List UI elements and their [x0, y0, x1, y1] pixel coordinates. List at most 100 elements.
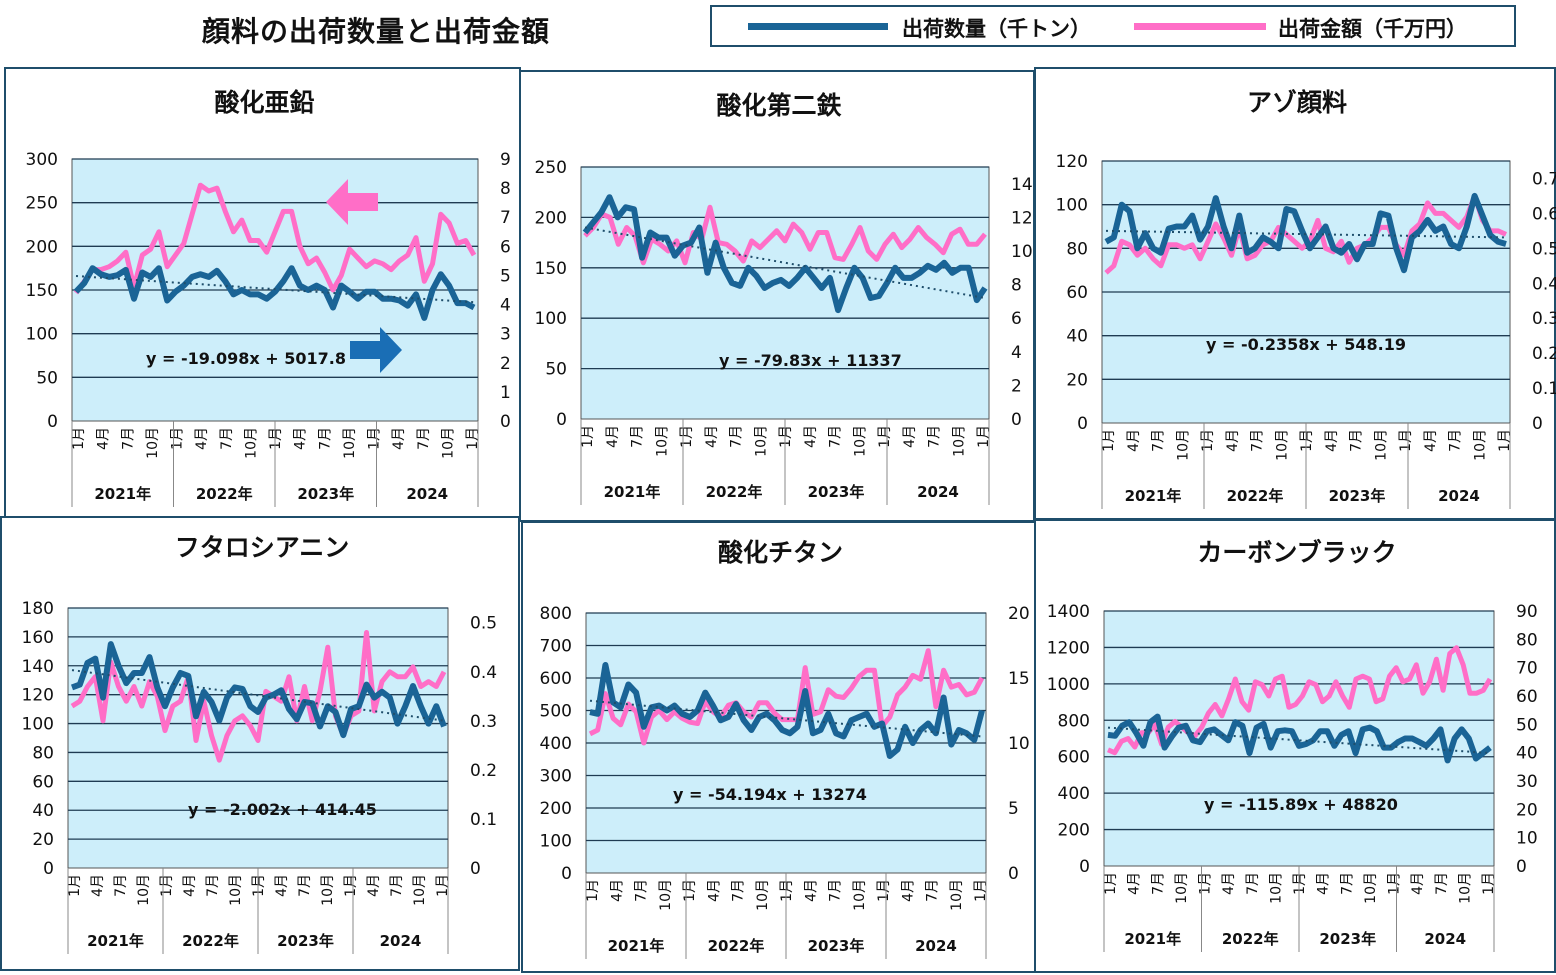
quantity-series-line	[73, 265, 476, 321]
y-right-tick-label: 20	[1008, 604, 1030, 624]
y-right-tick-label: 8	[1011, 276, 1022, 296]
y-right-tick-label: 0.1	[1532, 379, 1556, 399]
x-month-label: 1月	[585, 879, 601, 902]
y-left-tick-label: 100	[540, 832, 572, 852]
x-month-label: 7月	[828, 879, 844, 902]
y-left-tick-label: 20	[32, 830, 54, 850]
legend-line-quantity	[748, 23, 888, 30]
x-year-label: 2023年	[1329, 487, 1386, 505]
y-right-tick-label: 10	[1011, 242, 1033, 262]
x-month-label: 10月	[755, 879, 771, 911]
x-year-label: 2023年	[277, 932, 334, 950]
y-left-tick-label: 500	[540, 702, 572, 722]
x-year-label: 2024	[380, 932, 422, 950]
y-left-tick-label: 0	[43, 859, 54, 879]
y-right-tick-label: 0.3	[470, 712, 497, 732]
y-right-tick-label: 1	[500, 383, 511, 403]
x-month-label: 10月	[1373, 429, 1389, 461]
y-right-tick-label: 0	[1516, 857, 1527, 877]
x-month-label: 1月	[877, 425, 893, 448]
x-month-label: 1月	[170, 427, 186, 450]
trend-line	[1107, 726, 1491, 755]
y-right-tick-label: 0.1	[470, 810, 497, 830]
x-month-label: 7月	[416, 427, 432, 450]
x-month-label: 4月	[293, 427, 309, 450]
y-left-tick-label: 40	[1066, 327, 1088, 347]
x-month-label: 4月	[90, 874, 106, 897]
trend-line	[1105, 229, 1507, 239]
legend-label-amount: 出荷金額（千万円）	[1278, 17, 1467, 41]
x-year-label: 2023年	[297, 485, 354, 503]
x-month-label: 7月	[389, 874, 405, 897]
y-left-tick-label: 60	[1066, 283, 1088, 303]
x-month-label: 1月	[1292, 872, 1308, 895]
legend-label-quantity: 出荷数量（千トン）	[902, 17, 1091, 41]
y-right-tick-label: 20	[1516, 800, 1538, 820]
y-left-tick-label: 50	[36, 368, 58, 388]
y-left-tick-label: 100	[22, 715, 54, 735]
x-year-label: 2022年	[196, 485, 253, 503]
y-left-tick-label: 100	[26, 325, 58, 345]
legend-line-amount	[1134, 23, 1266, 30]
y-left-tick-label: 400	[1058, 784, 1090, 804]
x-month-label: 10月	[320, 874, 336, 906]
y-right-tick-label: 8	[500, 179, 511, 199]
x-month-label: 4月	[274, 874, 290, 897]
x-month-label: 7月	[1250, 429, 1266, 452]
chart-title: アゾ顔料	[1247, 88, 1347, 117]
y-right-tick-label: 0	[1008, 864, 1019, 884]
x-year-label: 2022年	[1222, 930, 1279, 948]
x-month-label: 7月	[731, 879, 747, 902]
y-right-tick-label: 4	[1011, 343, 1022, 363]
x-month-label: 7月	[630, 425, 646, 448]
y-right-tick-label: 0	[500, 412, 511, 432]
x-month-label: 10月	[852, 425, 868, 457]
x-month-label: 7月	[113, 874, 129, 897]
x-month-label: 1月	[1481, 872, 1497, 895]
quantity-series-line	[582, 194, 988, 314]
y-right-tick-label: 90	[1516, 602, 1538, 622]
trendline-equation: y = -115.89x + 48820	[1204, 795, 1398, 814]
x-year-label: 2021年	[604, 483, 661, 501]
chart-title: 酸化亜鉛	[214, 88, 314, 117]
x-month-label: 1月	[1101, 429, 1117, 452]
y-left-tick-label: 1200	[1047, 638, 1090, 658]
quantity-series-line	[1107, 713, 1492, 764]
y-left-tick-label: 300	[540, 767, 572, 787]
x-month-label: 7月	[1151, 429, 1167, 452]
chart-panel-phthalocyanine: フタロシアニン 0 20 40 60 80 100 120 140 160 180 0 0.1 0.2 0.…	[0, 516, 520, 971]
left-arrow-icon	[326, 179, 378, 225]
x-month-label: 7月	[925, 879, 941, 902]
y-right-tick-label: 4	[500, 296, 511, 316]
y-left-tick-label: 0	[561, 864, 572, 884]
y-left-tick-label: 600	[540, 669, 572, 689]
x-month-label: 7月	[1349, 429, 1365, 452]
x-month-label: 1月	[465, 427, 481, 450]
y-right-tick-label: 0.7	[1532, 169, 1556, 189]
x-month-label: 1月	[876, 879, 892, 902]
y-right-tick-label: 3	[500, 325, 511, 345]
x-month-label: 7月	[729, 425, 745, 448]
y-left-tick-label: 300	[26, 150, 58, 170]
x-month-label: 1月	[976, 425, 992, 448]
y-right-tick-label: 70	[1516, 659, 1538, 679]
x-year-label: 2023年	[808, 937, 865, 955]
x-month-label: 4月	[194, 427, 210, 450]
y-right-tick-label: 0	[1532, 414, 1543, 434]
x-month-label: 10月	[753, 425, 769, 457]
y-left-tick-label: 120	[1056, 152, 1088, 172]
x-month-label: 4月	[605, 425, 621, 448]
chart-svg: 酸化亜鉛 0 50 100 150 200 250 300 0 1 2 3 4 5 6 7 8 9 1月 4月 7月 10…	[26, 88, 511, 507]
x-month-label: 7月	[317, 427, 333, 450]
y-right-tick-label: 15	[1008, 669, 1030, 689]
y-right-tick-label: 5	[500, 266, 511, 286]
amount-series-line	[70, 630, 447, 763]
chart-svg: カーボンブラック 0 200 400 600 800 1000 1200 1400 0 10 20 30…	[1047, 538, 1538, 952]
x-month-label: 10月	[658, 879, 674, 911]
x-month-label: 10月	[852, 879, 868, 911]
chart-svg: フタロシアニン 0 20 40 60 80 100 120 140 160 180 0 0.1 0.2 0.…	[22, 533, 497, 954]
x-month-label: 10月	[342, 427, 358, 459]
y-left-tick-label: 100	[535, 309, 567, 329]
y-left-tick-label: 0	[1079, 857, 1090, 877]
trendline-equation: y = -19.098x + 5017.8	[146, 349, 346, 368]
